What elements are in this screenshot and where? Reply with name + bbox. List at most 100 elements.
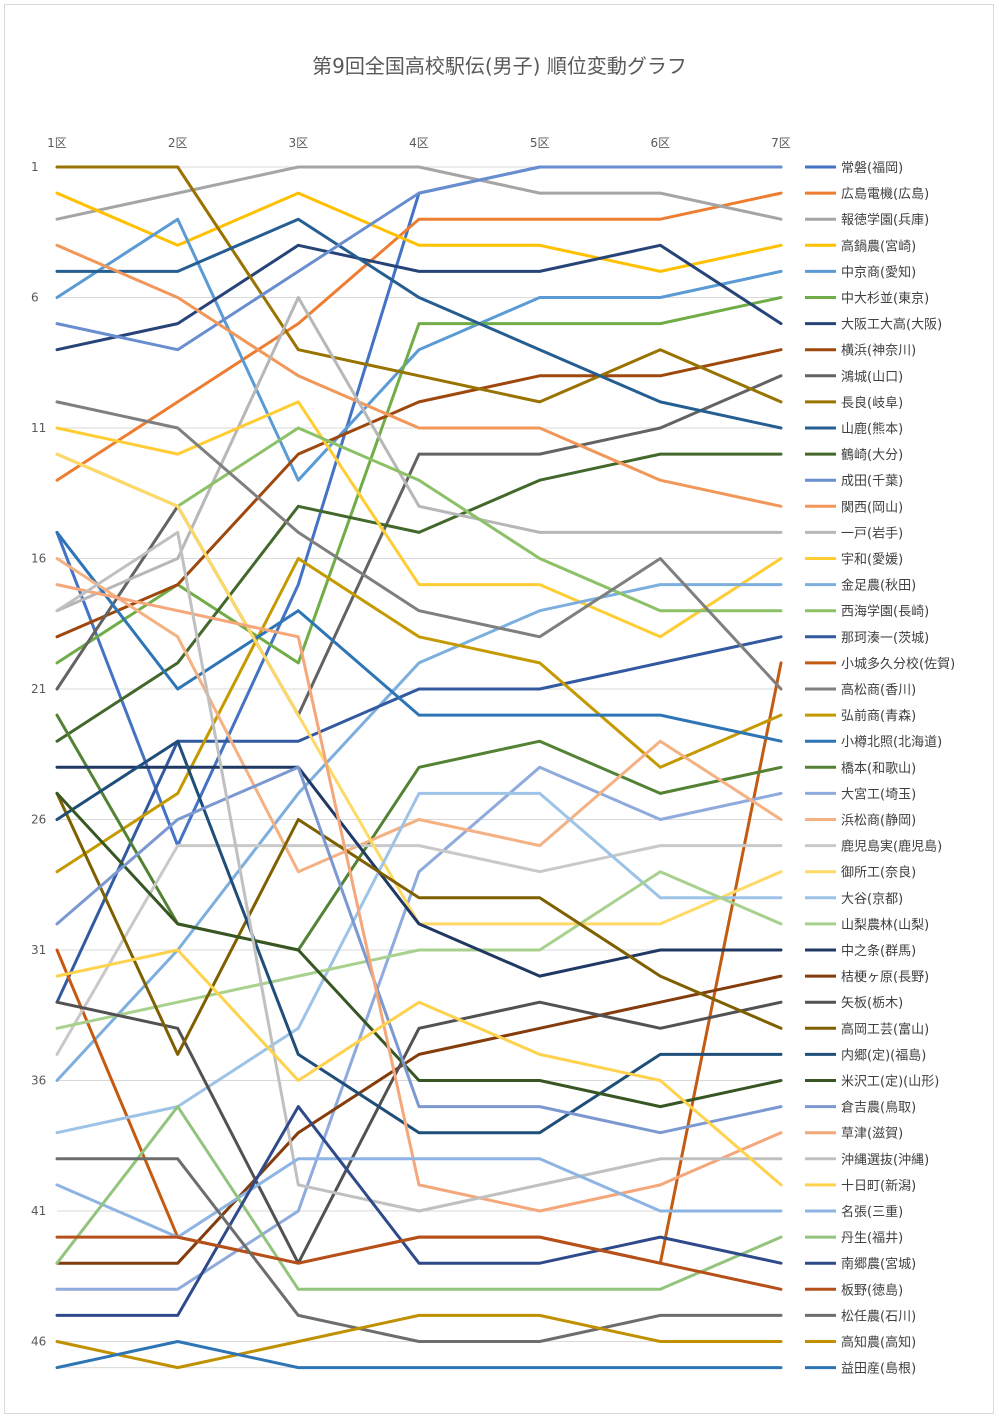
series-line <box>55 557 783 874</box>
legend-label: 一戸(岩手) <box>841 526 903 541</box>
series-line <box>55 191 783 273</box>
legend-label: 金足農(秋田) <box>841 578 916 594</box>
legend-label: 関西(岡山) <box>841 500 903 515</box>
x-tick-label: 7区 <box>771 136 791 150</box>
series-line <box>55 243 783 508</box>
legend-label: 矢板(栃木) <box>841 996 903 1011</box>
legend-label: 十日町(新潟) <box>841 1178 916 1194</box>
legend-label: 名張(三重) <box>841 1204 903 1220</box>
y-tick-label: 21 <box>31 682 46 696</box>
legend-label: 長良(岐阜) <box>841 395 903 411</box>
series-line <box>55 165 783 221</box>
x-tick-label: 2区 <box>168 136 188 150</box>
legend-label: 倉吉農(鳥取) <box>841 1101 916 1116</box>
y-tick-label: 36 <box>31 1074 46 1088</box>
x-tick-label: 4区 <box>409 136 429 150</box>
legend-label: 高鍋農(宮崎) <box>841 238 916 254</box>
legend-label: 報徳学園(兵庫) <box>841 212 929 228</box>
legend-label: 山鹿(熊本) <box>841 421 903 437</box>
series-line <box>55 1313 783 1370</box>
legend-label: 広島電機(広島) <box>841 187 929 202</box>
series-line <box>55 844 783 1056</box>
legend-label: 丹生(福井) <box>841 1231 903 1246</box>
series-line <box>55 1157 783 1343</box>
y-tick-label: 31 <box>31 943 46 957</box>
x-tick-label: 5区 <box>530 136 550 150</box>
legend-label: 鹿児島実(鹿児島) <box>841 839 942 855</box>
legend-label: 松任農(石川) <box>841 1309 916 1324</box>
y-tick-label: 16 <box>31 552 46 566</box>
legend-label: 橋本(和歌山) <box>841 761 916 776</box>
legend-label: 高松商(香川) <box>841 682 916 698</box>
series-line <box>55 1235 783 1291</box>
series-line <box>55 452 783 743</box>
legend-label: 成田(千葉) <box>841 474 903 489</box>
legend-label: 益田産(島根) <box>841 1361 916 1377</box>
y-tick-label: 6 <box>31 291 39 305</box>
series-line <box>55 296 783 613</box>
series-line <box>55 400 783 639</box>
y-tick-label: 11 <box>31 421 46 435</box>
x-tick-label: 3区 <box>289 136 309 150</box>
series-line <box>55 530 783 743</box>
chart-frame <box>4 4 994 1414</box>
series-line <box>55 1000 783 1265</box>
legend-label: 高岡工芸(富山) <box>841 1021 929 1037</box>
series-line <box>55 557 783 874</box>
series-line <box>55 974 783 1265</box>
legend-label: 鴻城(山口) <box>841 370 903 385</box>
legend-label: 鶴崎(大分) <box>841 447 903 463</box>
series-line <box>55 217 783 430</box>
legend-label: 弘前商(青森) <box>841 708 916 724</box>
y-tick-label: 1 <box>31 160 39 174</box>
legend-label: 沖縄選抜(沖縄) <box>841 1152 929 1168</box>
legend-label: 大阪工大高(大阪) <box>841 317 942 333</box>
y-tick-label: 26 <box>31 813 46 827</box>
series-line <box>55 739 783 1135</box>
x-tick-label: 6区 <box>651 136 671 150</box>
x-tick-label: 1区 <box>47 136 67 150</box>
series-line <box>55 948 783 1187</box>
series-line <box>55 870 783 1030</box>
legend-label: 小城多久分校(佐賀) <box>841 656 955 672</box>
legend-label: 大谷(京都) <box>841 892 903 907</box>
series-line <box>55 348 783 639</box>
series-line <box>55 165 783 352</box>
legend-label: 中大杉並(東京) <box>841 291 929 307</box>
legend-label: 常磐(福岡) <box>841 161 903 176</box>
series-lines <box>55 165 783 1370</box>
series-line <box>55 765 783 1291</box>
legend-label: 板野(徳島) <box>841 1283 903 1298</box>
legend-label: 草津(滋賀) <box>841 1127 903 1142</box>
legend-label: 西海学園(長崎) <box>841 604 929 620</box>
legend-label: 浜松商(静岡) <box>841 814 916 829</box>
series-line <box>55 1340 783 1370</box>
legend-label: 宇和(愛媛) <box>841 553 903 568</box>
legend-label: 内郷(定)(福島) <box>841 1047 926 1063</box>
series-line <box>55 400 783 691</box>
chart-title: 第9回全国高校駅伝(男子) 順位変動グラフ <box>312 54 687 78</box>
series-line <box>55 243 783 352</box>
legend-label: 那珂湊一(茨城) <box>841 631 929 646</box>
series-line <box>55 1105 783 1317</box>
series-line <box>55 191 783 482</box>
legend-label: 横浜(神奈川) <box>841 344 916 359</box>
series-line <box>55 530 783 1213</box>
legend-label: 小樽北照(北海道) <box>841 734 942 750</box>
series-line <box>55 583 783 1213</box>
legend-label: 高知農(高知) <box>841 1335 916 1351</box>
series-line <box>55 791 783 1056</box>
legend-label: 中京商(愛知) <box>841 264 916 280</box>
series-line <box>55 217 783 482</box>
legend: 常磐(福岡) 広島電機(広島) 報徳学園(兵庫) 高鍋農(宮崎) 中京商(愛知) 中大杉並… <box>805 161 955 1377</box>
legend-label: 南郷農(宮城) <box>841 1256 916 1272</box>
legend-label: 中之条(群馬) <box>841 943 916 959</box>
series-line <box>55 765 783 1135</box>
series-line <box>55 765 783 978</box>
series-line <box>55 165 783 404</box>
series-line <box>55 1105 783 1291</box>
legend-label: 山梨農林(山梨) <box>841 918 929 933</box>
legend-label: 桔梗ヶ原(長野) <box>841 970 929 985</box>
legend-label: 大宮工(埼玉) <box>841 786 916 802</box>
